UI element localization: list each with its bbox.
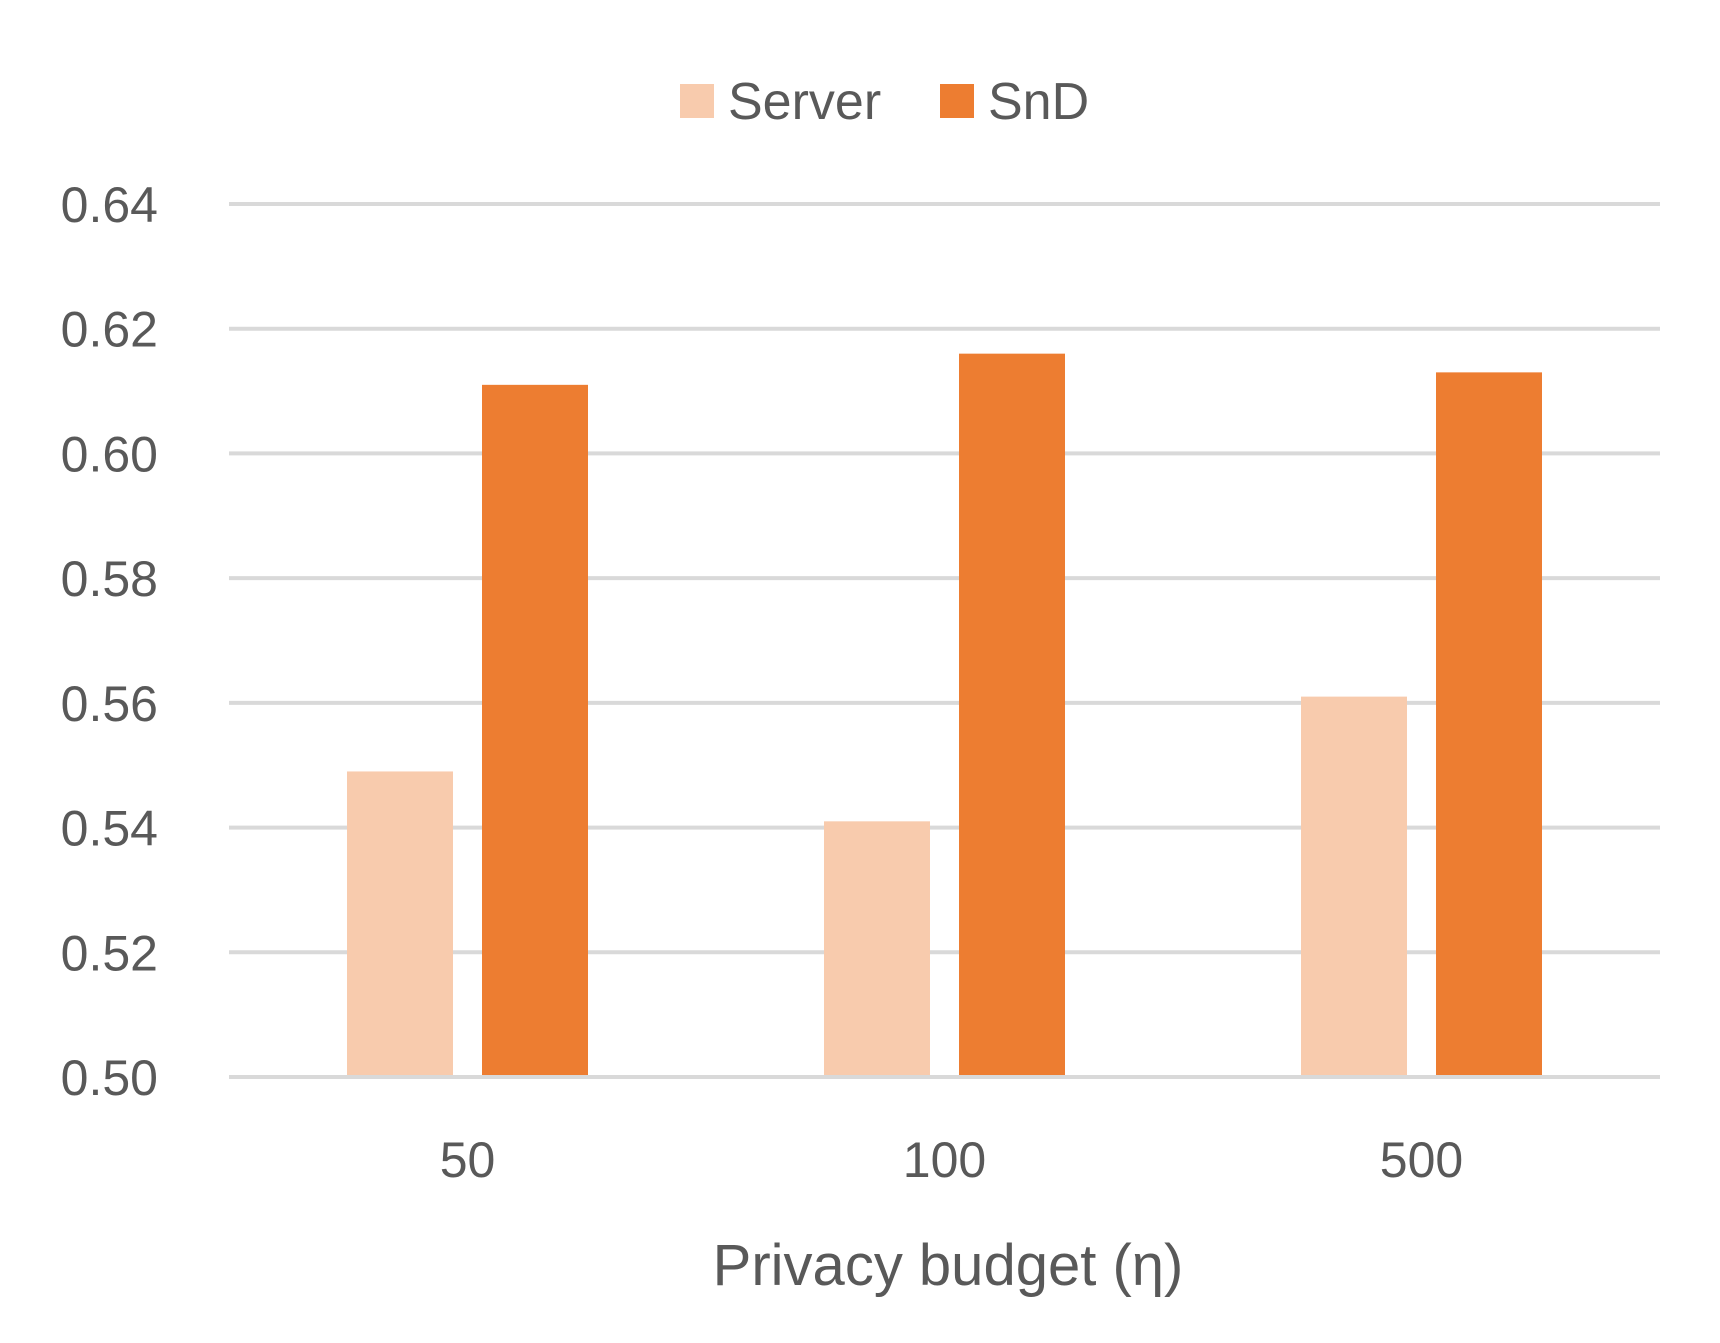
gridlines bbox=[229, 202, 1660, 1079]
legend-label-snd: SnD bbox=[988, 73, 1089, 131]
legend: Server SnD bbox=[680, 73, 1089, 131]
y-tick-label-4: 0.58 bbox=[61, 551, 158, 607]
bars bbox=[229, 353, 1660, 1079]
y-tick-label-2: 0.54 bbox=[61, 801, 158, 857]
y-axis-tick-labels: 0.50 0.52 0.54 0.56 0.58 0.60 0.62 0.64 bbox=[61, 177, 158, 1106]
y-tick-label-3: 0.56 bbox=[61, 676, 158, 732]
y-tick-label-1: 0.52 bbox=[61, 925, 158, 981]
x-axis-tick-labels: 50 100 500 bbox=[440, 1132, 1464, 1188]
legend-label-server: Server bbox=[728, 73, 881, 131]
x-axis-title: Privacy budget (η) bbox=[713, 1233, 1184, 1298]
x-tick-label-2: 500 bbox=[1380, 1132, 1463, 1188]
bar-server-50 bbox=[347, 771, 453, 1077]
x-tick-label-0: 50 bbox=[440, 1132, 496, 1188]
bar-snd-50 bbox=[482, 384, 588, 1078]
legend-swatch-server bbox=[680, 84, 714, 118]
y-tick-label-7: 0.64 bbox=[61, 177, 158, 233]
y-tick-label-5: 0.60 bbox=[61, 426, 158, 482]
x-tick-label-1: 100 bbox=[903, 1132, 986, 1188]
bar-server-500 bbox=[1301, 696, 1407, 1077]
bar-snd-500 bbox=[1436, 372, 1542, 1078]
y-tick-label-6: 0.62 bbox=[61, 302, 158, 358]
bar-snd-100 bbox=[959, 353, 1065, 1078]
legend-swatch-snd bbox=[940, 84, 974, 118]
bar-server-100 bbox=[824, 821, 930, 1077]
y-tick-label-0: 0.50 bbox=[61, 1050, 158, 1106]
